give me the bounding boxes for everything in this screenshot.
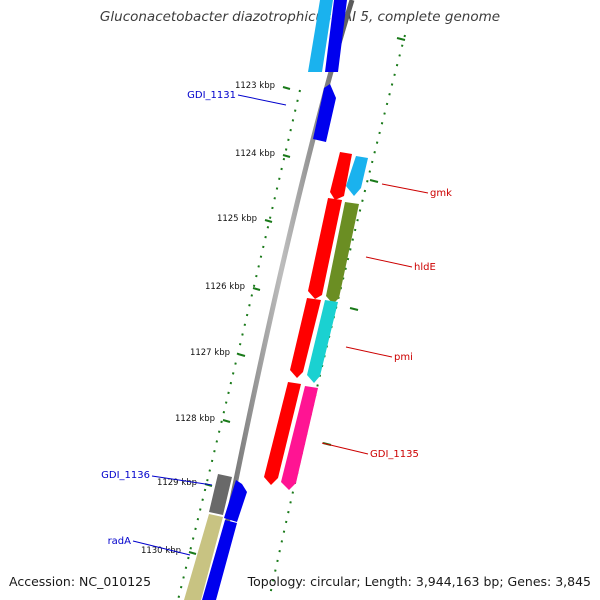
tick-mark (264, 219, 273, 223)
feature-red-b (308, 198, 342, 299)
gene-label: hldE (414, 262, 436, 273)
gene-label-leader (132, 540, 191, 556)
gene-label: GDI_1136 (101, 470, 150, 481)
minus-strand-features (184, 0, 352, 600)
tick-label: 1125 kbp (217, 214, 257, 224)
plus-strand-features (281, 156, 368, 490)
feature-blue-d (224, 480, 247, 522)
gene-label-leader (321, 442, 369, 455)
feature-gdi-1136 (209, 474, 232, 515)
accession-text: Accession: NC_010125 (9, 574, 152, 589)
topology-text: Topology: circular; Length: 3,944,163 bp… (247, 574, 591, 589)
feature-gdi-1131 (313, 84, 336, 142)
tick-mark (252, 287, 261, 291)
tick-label: 1129 kbp (157, 478, 197, 488)
feature-top-blue (325, 0, 347, 72)
gene-label: gmk (430, 188, 452, 199)
feature-gdi-1135 (281, 386, 318, 490)
tick-label: 1130 kbp (141, 546, 181, 556)
tick-mark (282, 86, 291, 90)
gene-label-leader (345, 346, 393, 358)
inner-tick-ring (177, 89, 301, 600)
gene-label-leader (365, 256, 413, 268)
gene-label-leader (237, 94, 287, 106)
feature-rada (184, 514, 223, 600)
tick-label: 1123 kbp (235, 81, 275, 91)
feature-pmi (307, 300, 338, 383)
feature-red-a (330, 152, 352, 200)
gene-label: radA (108, 536, 132, 547)
feature-hlde (326, 202, 359, 304)
feature-red-c (290, 298, 321, 378)
tick-mark (222, 419, 231, 423)
gene-label: pmi (394, 352, 413, 363)
outer-tick-ring (269, 34, 406, 596)
tick-mark (188, 551, 197, 555)
gene-label: GDI_1135 (370, 449, 419, 460)
feature-top-lightblue (308, 0, 333, 72)
kbp-ticks: 1123 kbp 1124 kbp 1125 kbp 1126 kbp 1127 kbp… (141, 81, 291, 556)
gene-label-leader (381, 183, 429, 194)
tick-mark (237, 353, 246, 357)
gene-label-leader (151, 475, 213, 486)
tick-label: 1126 kbp (205, 282, 245, 292)
tick-label: 1127 kbp (190, 348, 230, 358)
map-title: Gluconacetobacter diazotrophicus PAI 5, … (99, 9, 501, 25)
feature-gmk (346, 156, 368, 196)
tick-mark (282, 154, 291, 158)
tick-label: 1124 kbp (235, 149, 275, 159)
gene-label: GDI_1131 (187, 90, 236, 101)
feature-blue-e (202, 520, 237, 600)
feature-red-d (264, 382, 301, 485)
tick-label: 1128 kbp (175, 414, 215, 424)
